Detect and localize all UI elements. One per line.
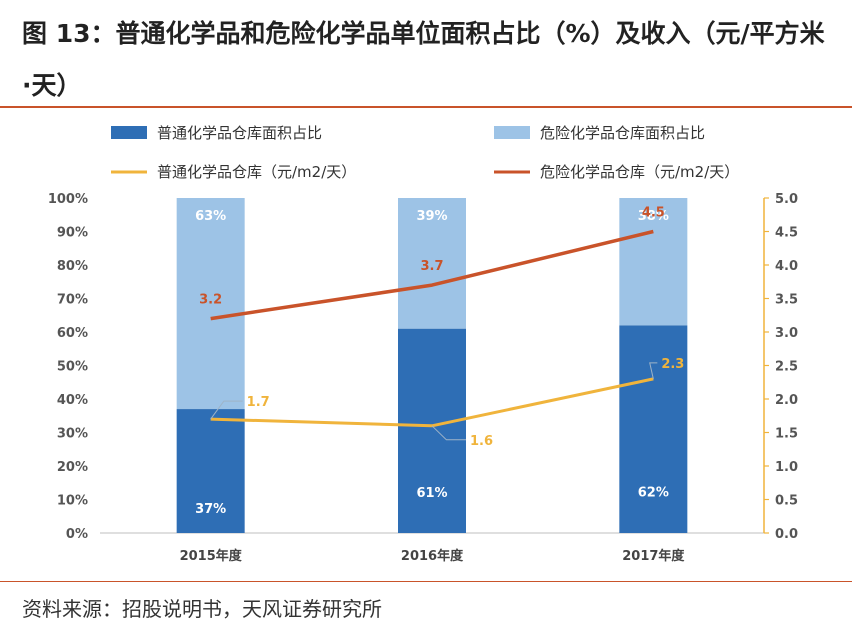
- y-right-tick-label: 0.5: [775, 494, 798, 509]
- bar-label-normal-area: 61%: [416, 486, 447, 501]
- legend-label-normal-price: 普通化学品仓库（元/m2/天）: [157, 163, 356, 181]
- point-label-normal-price: 2.3: [661, 357, 684, 372]
- x-category-label: 2017年度: [622, 548, 685, 564]
- y-right-tick-label: 2.5: [775, 360, 798, 375]
- y-right-tick-label: 1.5: [775, 427, 798, 442]
- bar-label-dangerous-area: 63%: [195, 209, 226, 224]
- bar-label-normal-area: 37%: [195, 502, 226, 517]
- y-left-tick-label: 0%: [66, 527, 88, 542]
- y-right-tick-label: 3.5: [775, 293, 798, 308]
- y-right-tick-label: 3.0: [775, 326, 798, 341]
- bar-dangerous-area: [619, 198, 688, 326]
- line-dangerous-price: [210, 229, 654, 321]
- bar-normal-area: [619, 325, 688, 533]
- y-left-tick-label: 10%: [57, 494, 88, 509]
- bar-dangerous-area: [176, 198, 245, 410]
- y-left-tick-label: 40%: [57, 393, 88, 408]
- legend-swatch-normal-area: [111, 126, 147, 139]
- y-right-tick-label: 4.0: [775, 259, 798, 274]
- bar-normal-area: [398, 328, 466, 533]
- x-category-label: 2015年度: [180, 548, 243, 564]
- y-right-tick-label: 0.0: [775, 527, 798, 542]
- point-label-dangerous-price: 4.5: [642, 206, 665, 221]
- figure-title: 图 13：普通化学品和危险化学品单位面积占比（%）及收入（元/平方米·天）: [22, 19, 825, 100]
- legend: 普通化学品仓库面积占比 危险化学品仓库面积占比 普通化学品仓库（元/m2/天） …: [111, 124, 739, 181]
- y-right-tick-label: 2.0: [775, 393, 798, 408]
- y-left-tick-label: 20%: [57, 460, 88, 475]
- source-note: 资料来源：招股说明书，天风证券研究所: [22, 597, 382, 621]
- bar-label-dangerous-area: 38%: [638, 209, 669, 224]
- point-label-normal-price: 1.7: [247, 395, 270, 410]
- y-left-tick-label: 90%: [57, 226, 88, 241]
- footer-divider: [0, 581, 852, 582]
- y-left-tick-label: 70%: [57, 293, 88, 308]
- x-category-label: 2016年度: [401, 548, 464, 564]
- y-left-tick-label: 80%: [57, 259, 88, 274]
- point-label-dangerous-price: 3.7: [420, 259, 443, 274]
- y-left-tick-label: 30%: [57, 427, 88, 442]
- leader-line-normal-price: [649, 362, 658, 380]
- y-left-tick-label: 50%: [57, 360, 88, 375]
- bar-dangerous-area: [398, 198, 466, 329]
- bar-normal-area: [176, 409, 245, 533]
- bar-label-dangerous-area: 39%: [416, 209, 447, 224]
- legend-label-normal-area: 普通化学品仓库面积占比: [157, 124, 322, 142]
- y-right-tick-label: 1.0: [775, 460, 798, 475]
- axes: 0% 10% 20% 30% 40% 50% 60% 70% 80% 90% 100% 0.0 0.5 1…: [48, 192, 798, 564]
- y-left-tick-label: 100%: [48, 192, 88, 207]
- y-right-tick-label: 4.5: [775, 226, 798, 241]
- y-right-tick-label: 5.0: [775, 192, 798, 207]
- y-left-tick-label: 60%: [57, 326, 88, 341]
- data-labels: 37% 63% 61% 39% 62% 38% 3.2 3.7 4.5 1.7 1.6 2.3: [195, 206, 684, 518]
- bars: [176, 198, 688, 533]
- point-label-dangerous-price: 3.2: [199, 293, 222, 308]
- point-label-normal-price: 1.6: [470, 434, 493, 449]
- leader-line-normal-price: [431, 425, 466, 441]
- title-divider: [0, 106, 852, 108]
- bar-label-normal-area: 62%: [638, 485, 669, 500]
- legend-label-dangerous-price: 危险化学品仓库（元/m2/天）: [540, 163, 739, 181]
- leader-line-normal-price: [210, 400, 243, 420]
- legend-label-dangerous-area: 危险化学品仓库面积占比: [540, 124, 705, 142]
- legend-swatch-dangerous-area: [494, 126, 530, 139]
